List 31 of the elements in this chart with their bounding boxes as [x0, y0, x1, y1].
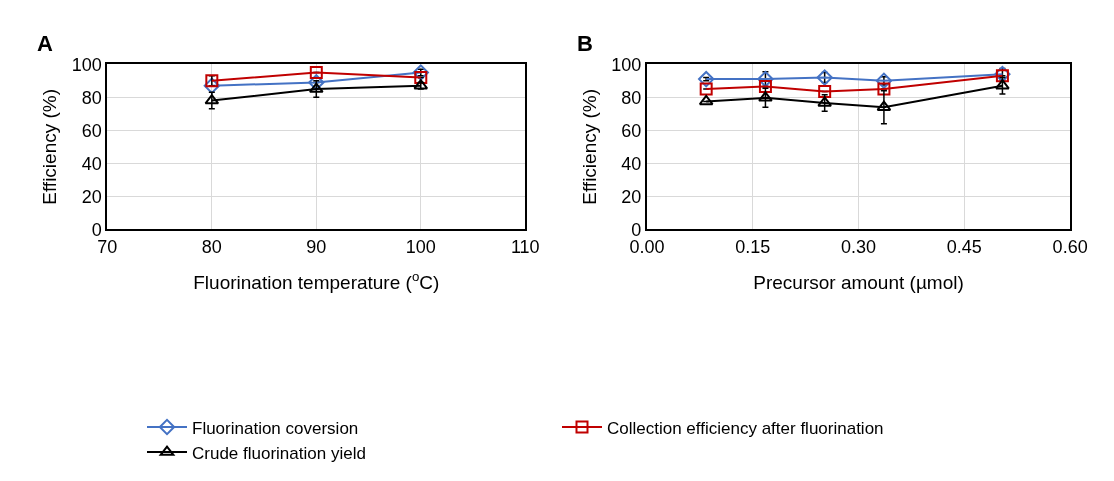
x-tick-label: 0.60	[1052, 237, 1088, 258]
y-tick-label: 0	[631, 219, 642, 240]
y-axis-title: Efficiency (%)	[39, 88, 61, 205]
chart-title: A	[37, 31, 53, 56]
legend-label: Crude fluorination yield	[192, 443, 366, 463]
x-tick-label: 0.15	[735, 237, 771, 258]
legend-label: Collection efficiency after fluorination	[607, 418, 884, 438]
chart-title: B	[577, 31, 593, 56]
y-tick-label: 60	[81, 120, 102, 141]
y-tick-label: 20	[81, 186, 102, 207]
y-tick-label: 40	[81, 153, 102, 174]
y-tick-label: 60	[621, 120, 642, 141]
legend-label: Fluorination coversion	[192, 418, 359, 438]
y-axis-title: Efficiency (%)	[578, 88, 600, 205]
y-tick-label: 0	[91, 219, 102, 240]
x-tick-label: 70	[97, 237, 118, 258]
x-tick-label: 100	[405, 237, 436, 258]
y-tick-label: 100	[611, 54, 642, 75]
x-axis-title: Fluorination temperature ($^{o}$C)	[193, 269, 440, 294]
x-tick-label: 110	[510, 237, 540, 258]
y-tick-label: 80	[81, 87, 102, 108]
x-tick-label: 0.30	[841, 237, 877, 258]
x-axis-title: Precursor amount (µmol)	[753, 272, 964, 294]
x-tick-label: 0.00	[629, 237, 665, 258]
y-tick-label: 80	[621, 87, 642, 108]
x-tick-label: 90	[306, 237, 327, 258]
x-tick-label: 0.45	[946, 237, 982, 258]
y-tick-label: 20	[621, 186, 642, 207]
y-tick-label: 40	[621, 153, 642, 174]
y-tick-label: 100	[71, 54, 102, 75]
x-tick-label: 80	[201, 237, 222, 258]
